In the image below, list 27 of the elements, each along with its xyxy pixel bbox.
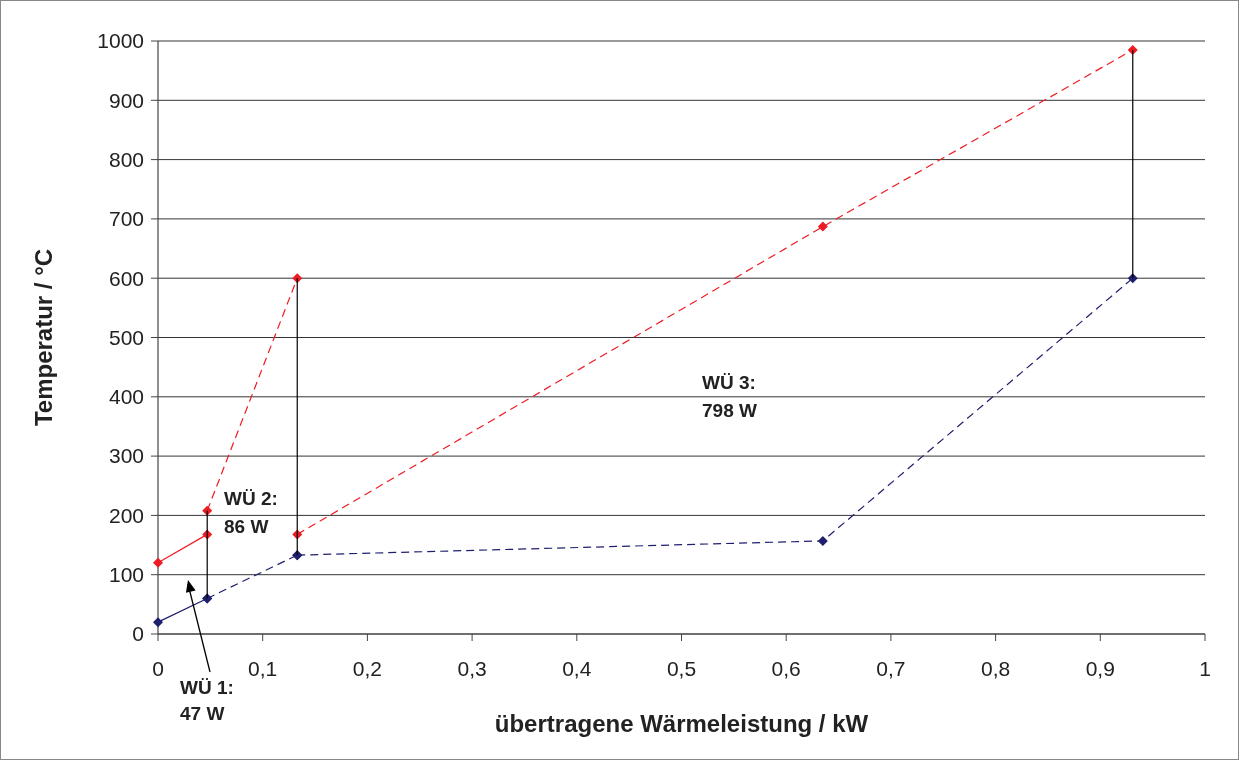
y-tick-label: 800 bbox=[108, 147, 144, 171]
x-axis-title: übertragene Wärmeleistung / kW bbox=[494, 710, 869, 737]
x-tick-label: 0,5 bbox=[666, 657, 697, 680]
y-tick-label: 300 bbox=[108, 444, 144, 468]
y-tick-label: 100 bbox=[108, 563, 144, 587]
x-tick-label: 0 bbox=[152, 657, 164, 680]
x-tick-label: 0,2 bbox=[352, 657, 382, 680]
y-tick-label: 0 bbox=[132, 622, 144, 646]
x-tick-label: 0,3 bbox=[457, 657, 487, 680]
x-tick-label: 0,4 bbox=[562, 657, 592, 680]
y-tick-label: 400 bbox=[108, 385, 144, 409]
x-tick-label: 1 bbox=[1199, 657, 1211, 680]
y-tick-label: 700 bbox=[108, 207, 144, 231]
annotation: WÜ 2: 86 W bbox=[224, 488, 278, 537]
y-tick-label: 600 bbox=[108, 266, 144, 290]
x-tick-label: 0,7 bbox=[876, 657, 906, 680]
y-tick-label: 900 bbox=[108, 88, 144, 112]
y-tick-label: 500 bbox=[108, 325, 144, 349]
text: WÜ 1: 47 W bbox=[180, 677, 234, 724]
x-tick-label: 0,8 bbox=[981, 657, 1011, 680]
y-tick-label: 1000 bbox=[97, 29, 144, 53]
x-tick-label: 0,9 bbox=[1085, 657, 1115, 680]
y-tick-label: 200 bbox=[108, 503, 144, 527]
x-tick-label: 0,1 bbox=[248, 657, 278, 680]
x-tick-label: 0,6 bbox=[771, 657, 801, 680]
y-axis-title: Temperatur / °C bbox=[30, 248, 57, 427]
annotation: WÜ 3: 798 W bbox=[702, 372, 757, 421]
